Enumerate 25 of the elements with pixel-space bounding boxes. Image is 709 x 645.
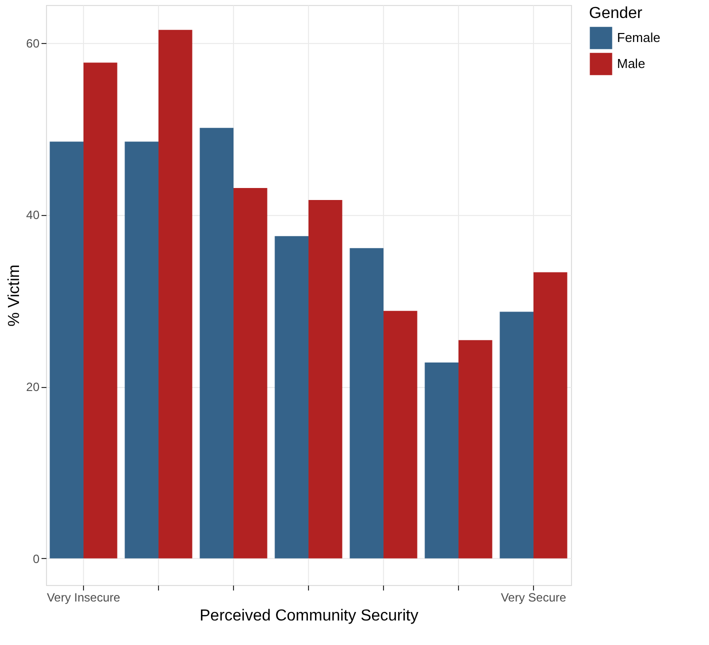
y-tick-label: 40 <box>26 208 40 222</box>
x-tick-label: Very Secure <box>500 590 567 604</box>
bar <box>50 142 84 558</box>
y-tick-label: 20 <box>26 380 40 394</box>
x-axis-title: Perceived Community Security <box>200 608 418 624</box>
legend-title: Gender <box>589 5 644 22</box>
y-tick-label: 60 <box>26 36 40 50</box>
bar <box>274 236 308 558</box>
bar <box>500 312 534 558</box>
bar <box>350 248 384 558</box>
bar <box>534 272 568 558</box>
legend-label: Female <box>617 30 660 45</box>
bar <box>84 62 118 558</box>
y-tick-label: 0 <box>32 552 40 566</box>
bar <box>158 30 192 558</box>
bar <box>424 362 458 558</box>
bar <box>384 310 418 558</box>
bar <box>308 200 342 558</box>
legend-label: Male <box>617 56 646 71</box>
y-axis-title: % Victim <box>6 264 24 326</box>
bar <box>200 128 234 558</box>
bar <box>124 142 158 558</box>
x-tick-label: Very Insecure <box>46 590 121 604</box>
bar <box>234 188 268 558</box>
bar <box>458 340 492 558</box>
